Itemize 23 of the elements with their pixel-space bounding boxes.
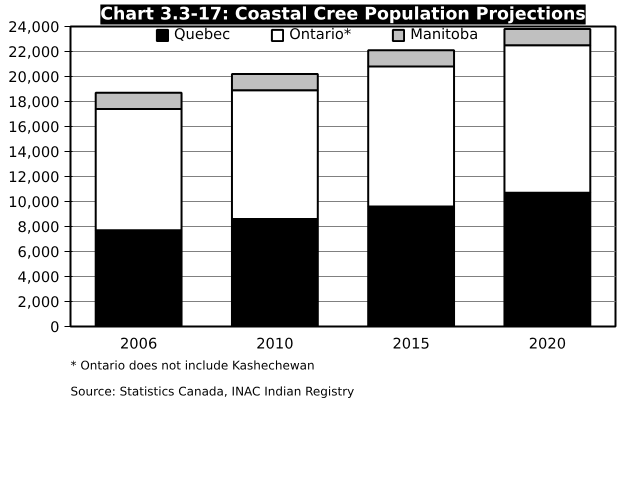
- y-tick-label: 22,000: [8, 44, 60, 61]
- y-tick-label: 16,000: [8, 119, 60, 136]
- x-tick-label: 2010: [256, 336, 294, 352]
- text: * Ontario does not include Kashechewan: [70, 358, 315, 372]
- y-tick-label: 2,000: [18, 294, 60, 311]
- y-tick-label: 14,000: [8, 144, 60, 161]
- legend-label: Manitoba: [410, 26, 478, 43]
- y-tick-label: 12,000: [8, 169, 60, 186]
- source-note: Source: Statistics Canada, INAC Indian Registry: [70, 384, 354, 398]
- x-tick-label: 2020: [528, 336, 566, 352]
- legend-label: Ontario*: [289, 26, 352, 43]
- y-tick-label: 8,000: [18, 219, 60, 236]
- x-tick-label: 2006: [120, 336, 158, 352]
- chart-title: Chart 3.3-17: Coastal Cree Population Projections: [100, 4, 586, 24]
- y-tick-label: 24,000: [8, 19, 60, 36]
- y-tick-label: 4,000: [18, 269, 60, 286]
- y-tick-label: 18,000: [8, 94, 60, 111]
- y-tick-label: 10,000: [8, 194, 60, 211]
- y-tick-label: 0: [50, 319, 60, 336]
- legend-label: Quebec: [174, 26, 230, 43]
- x-tick-label: 2015: [392, 336, 430, 352]
- y-tick-label: 20,000: [8, 69, 60, 86]
- y-tick-label: 6,000: [18, 244, 60, 261]
